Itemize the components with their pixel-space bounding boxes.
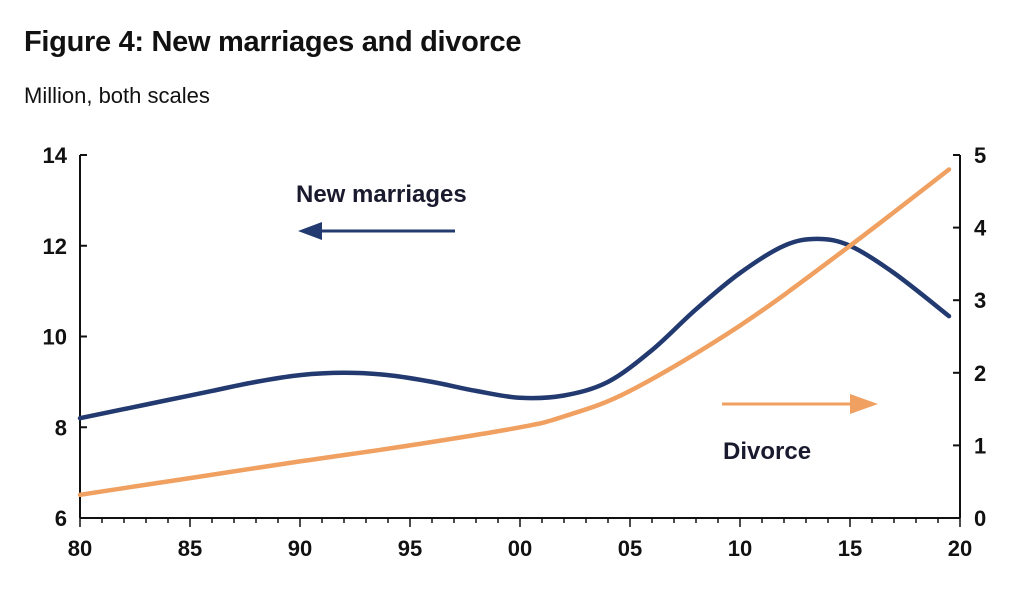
y-left-tick-label: 14 bbox=[43, 143, 68, 168]
x-tick-label: 90 bbox=[288, 536, 312, 561]
series-layer bbox=[77, 167, 952, 498]
x-tick-label: 10 bbox=[728, 536, 752, 561]
x-tick-label: 20 bbox=[948, 536, 972, 561]
annotation-layer: New marriages Divorce bbox=[296, 181, 878, 465]
annotation-arrow-left-head bbox=[298, 222, 322, 240]
y-right-tick-label: 3 bbox=[974, 288, 986, 313]
y-right-tick-label: 0 bbox=[974, 506, 986, 531]
y-left-tick-label: 6 bbox=[55, 506, 67, 531]
y-left-tick-label: 12 bbox=[43, 234, 67, 259]
series-line-divorce bbox=[77, 167, 952, 498]
y-right-tick-label: 4 bbox=[974, 216, 987, 241]
series-line-new-marriages bbox=[77, 236, 952, 421]
chart-title: Figure 4: New marriages and divorce bbox=[24, 26, 522, 58]
y-right-tick-label: 5 bbox=[974, 143, 986, 168]
x-tick-label: 95 bbox=[398, 536, 422, 561]
y-left-tick-label: 10 bbox=[43, 325, 67, 350]
x-tick-label: 05 bbox=[618, 536, 642, 561]
annotation-divorce-label: Divorce bbox=[723, 438, 811, 465]
annotation-arrow-right-head bbox=[850, 394, 878, 414]
y-right-tick-label: 1 bbox=[974, 433, 986, 458]
chart-subtitle: Million, both scales bbox=[24, 83, 210, 108]
x-tick-label: 15 bbox=[838, 536, 862, 561]
x-tick-label: 80 bbox=[68, 536, 92, 561]
x-tick-label: 00 bbox=[508, 536, 532, 561]
annotation-new-marriages-label: New marriages bbox=[296, 181, 467, 208]
y-left-tick-label: 8 bbox=[55, 415, 67, 440]
y-right-tick-label: 2 bbox=[974, 361, 986, 386]
x-tick-label: 85 bbox=[178, 536, 202, 561]
